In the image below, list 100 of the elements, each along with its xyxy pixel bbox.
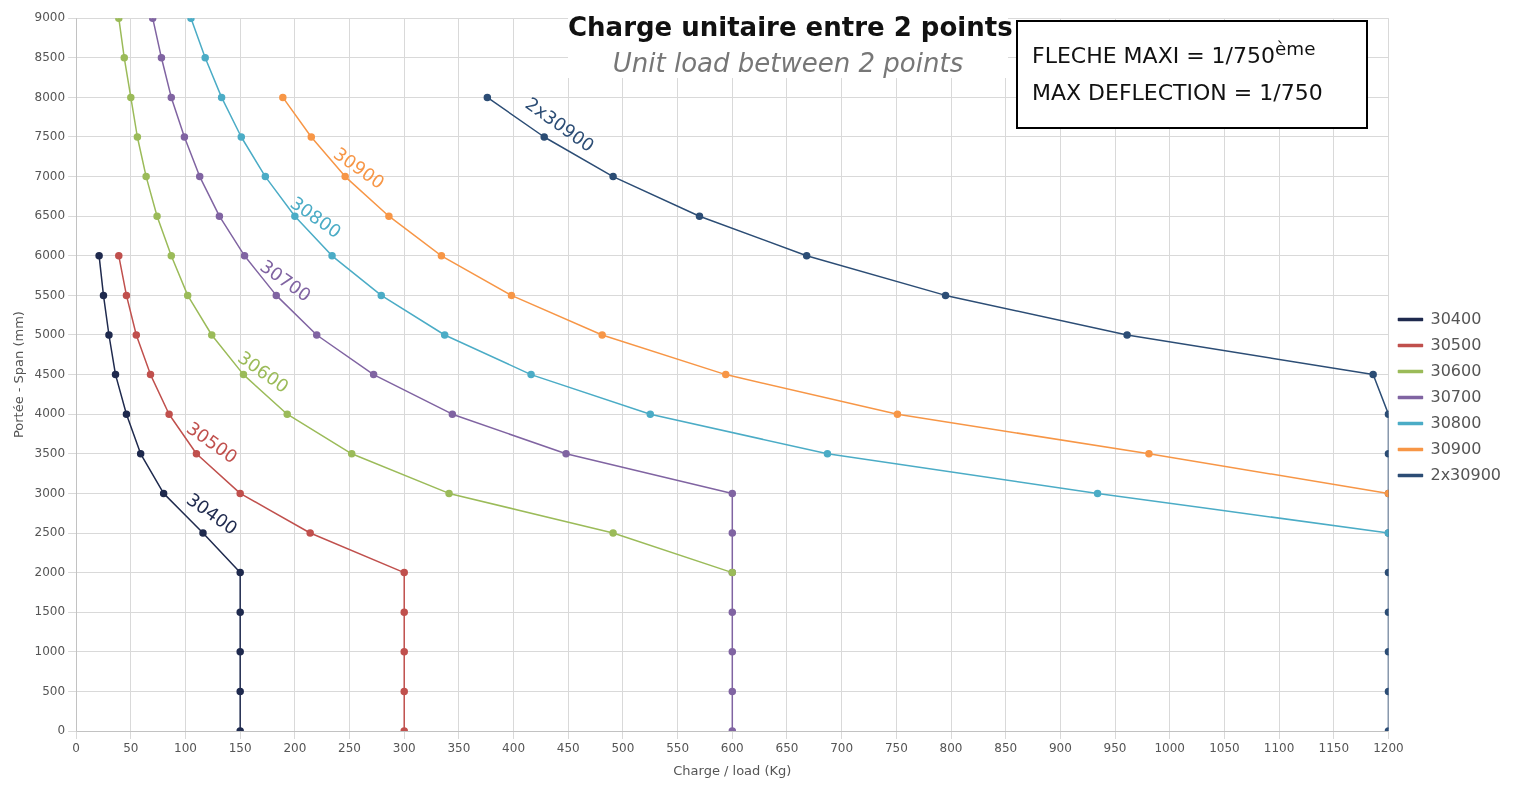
legend-label: 30700: [1430, 386, 1482, 406]
x-tick-label: 500: [611, 741, 635, 756]
point: [728, 687, 737, 696]
x-tick-label: 1100: [1263, 741, 1295, 756]
y-tick-label: 1000: [34, 643, 66, 658]
point: [440, 331, 449, 339]
point: [159, 489, 168, 498]
y-tick-label: 9000: [34, 10, 66, 25]
point: [167, 93, 176, 102]
point: [167, 252, 176, 260]
text: Unit load between 2 points: [611, 48, 965, 78]
y-tick-label: 3000: [34, 485, 66, 500]
x-tick-label: 900: [1048, 741, 1072, 756]
point: [347, 450, 356, 458]
point: [236, 489, 244, 498]
point: [695, 212, 704, 220]
y-tick-label: 1500: [34, 604, 66, 619]
point: [598, 331, 606, 339]
legend-label: 30600: [1430, 360, 1482, 380]
point: [132, 331, 141, 339]
x-tick-label: 950: [1103, 741, 1127, 756]
point: [183, 291, 192, 300]
x-tick-label: 1200: [1373, 741, 1404, 756]
point: [120, 54, 129, 62]
point: [201, 54, 209, 62]
point: [562, 450, 570, 458]
point: [105, 331, 113, 339]
point: [721, 370, 730, 379]
x-axis-title: Charge / load (Kg): [673, 762, 792, 778]
x-tick-label: 250: [338, 741, 361, 756]
point: [279, 93, 287, 102]
point: [142, 172, 150, 181]
point: [646, 410, 655, 418]
point: [328, 252, 336, 260]
point: [153, 212, 161, 220]
point: [133, 133, 142, 141]
point: [527, 370, 535, 379]
y-tick-label: 0: [57, 723, 66, 738]
point: [127, 93, 135, 102]
point: [307, 133, 316, 141]
point: [1123, 331, 1131, 339]
x-tick-label: 650: [775, 741, 799, 756]
y-tick-label: 2500: [34, 525, 66, 540]
point: [236, 568, 244, 577]
point: [261, 172, 270, 181]
point: [236, 648, 244, 656]
y-tick-label: 500: [42, 683, 66, 698]
point: [823, 450, 832, 458]
y-tick-label: 7000: [34, 168, 66, 183]
x-tick-label: 400: [502, 741, 526, 756]
point: [195, 172, 204, 181]
point: [240, 252, 249, 260]
point: [95, 252, 103, 260]
point: [1145, 450, 1153, 458]
point: [115, 252, 123, 260]
legend-label: 30900: [1430, 438, 1482, 458]
x-tick-label: 600: [720, 741, 744, 756]
point: [369, 370, 378, 379]
point: [217, 93, 226, 102]
x-tick-label: 1150: [1318, 741, 1350, 756]
point: [437, 252, 446, 260]
x-tick-label: 700: [830, 741, 854, 756]
legend-label: 30800: [1430, 412, 1482, 432]
y-tick-label: 5000: [34, 327, 66, 342]
x-tick-label: 450: [556, 741, 580, 756]
y-tick-label: 3500: [34, 445, 66, 460]
point: [483, 93, 492, 102]
point: [136, 450, 145, 458]
point: [400, 648, 408, 656]
point: [215, 212, 224, 220]
x-tick-label: 150: [228, 741, 252, 756]
point: [400, 608, 408, 616]
x-tick-label: 50: [123, 741, 139, 756]
point: [893, 410, 902, 418]
point: [400, 687, 408, 696]
point: [609, 172, 617, 181]
point: [1093, 489, 1102, 498]
y-axis-title: Portée - Span (mm): [11, 311, 27, 439]
point: [165, 410, 173, 418]
point: [507, 291, 516, 300]
chart-title: Charge unitaire entre 2 points: [568, 12, 1013, 42]
x-tick-label: 750: [884, 741, 908, 756]
annotation: FLECHE MAXI = 1/750$^{ème}$: [1032, 38, 1317, 69]
point: [146, 370, 155, 379]
point: [180, 133, 189, 141]
x-tick-label: 0: [72, 741, 80, 756]
point: [157, 54, 166, 62]
x-tick-label: 800: [939, 741, 963, 756]
x-tick-label: 350: [447, 741, 471, 756]
annotation: MAX DEFLECTION = 1/750: [1032, 80, 1324, 106]
point: [312, 331, 321, 339]
legend-label: 30500: [1430, 334, 1482, 354]
legend-label: 30400: [1430, 308, 1482, 328]
point: [208, 331, 216, 339]
y-tick-label: 7500: [34, 129, 66, 144]
x-tick-label: 550: [666, 741, 690, 756]
x-tick-label: 200: [283, 741, 307, 756]
point: [728, 648, 737, 656]
y-tick-label: 6000: [34, 247, 66, 262]
point: [306, 529, 314, 537]
